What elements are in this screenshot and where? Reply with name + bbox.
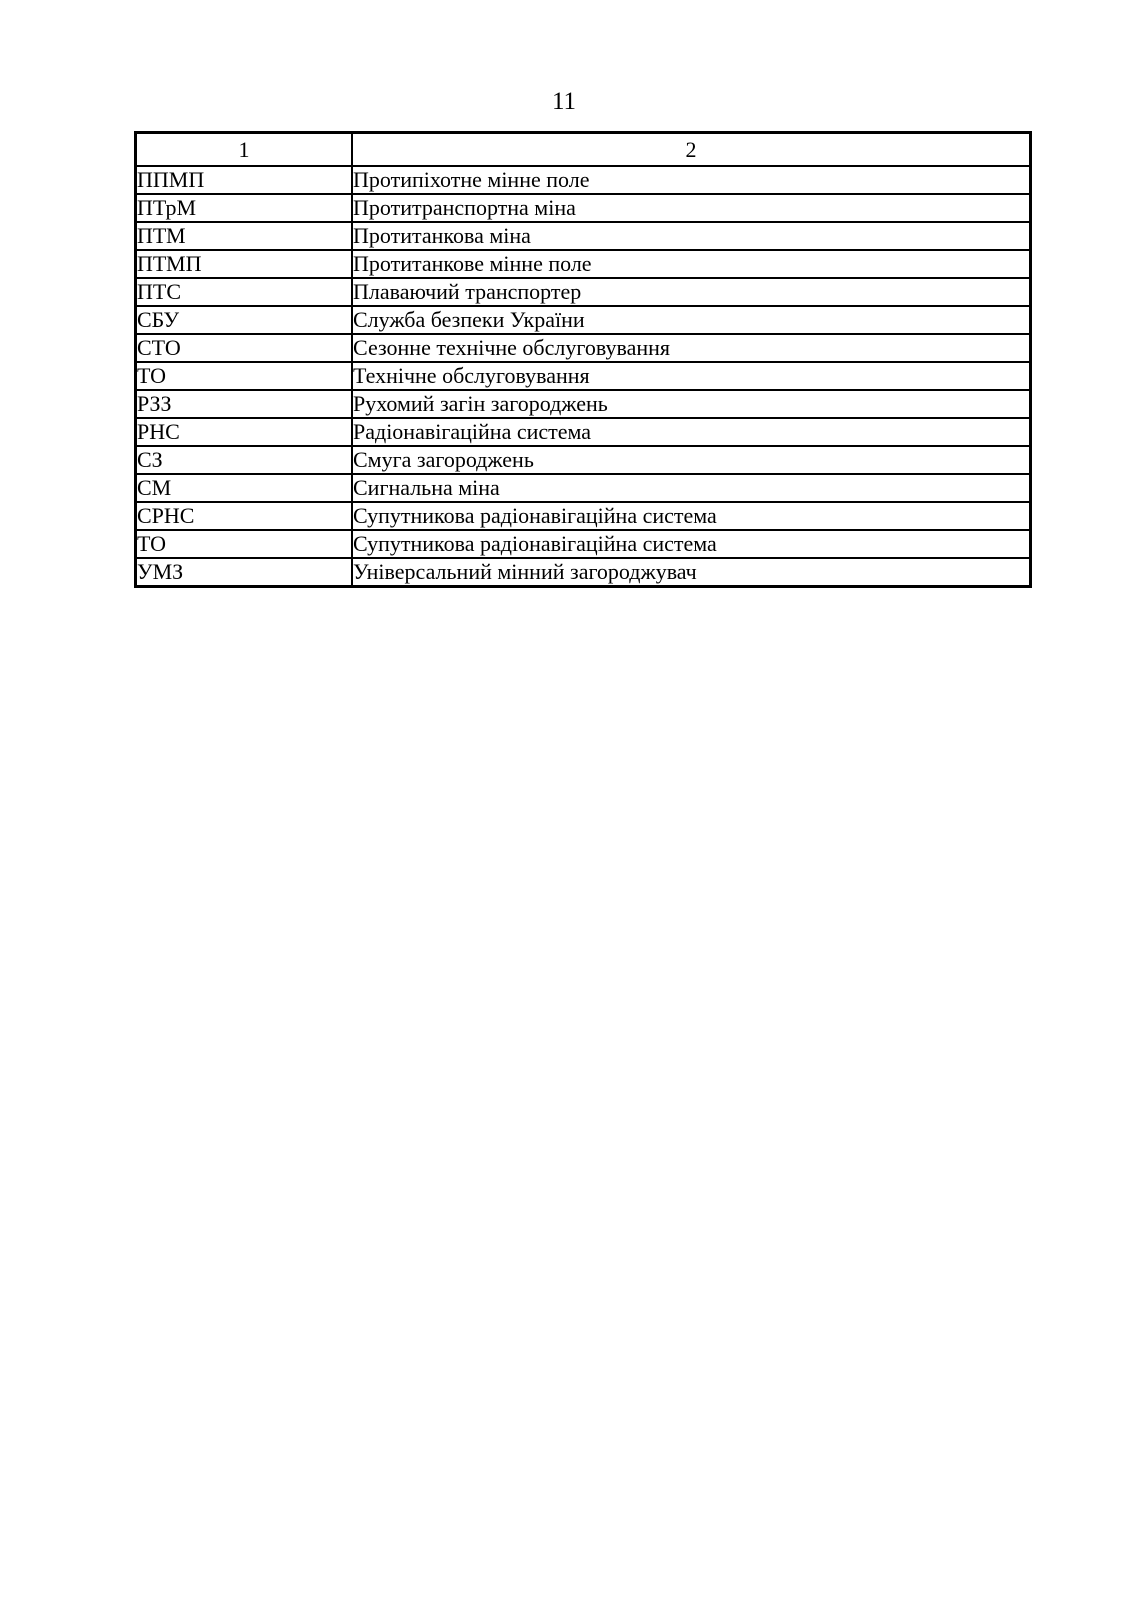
table-row: ТО Технічне обслуговування [134,361,1032,391]
abbreviation-cell: СЗ [134,445,353,475]
abbreviation-cell: ПТрМ [134,193,353,223]
abbreviation-cell: СТО [134,333,353,363]
abbreviation-table-body: ППМП Протипіхотне мінне поле ПТрМ Протитран… [134,165,1032,588]
table-row: СЗ Смуга загороджень [134,445,1032,475]
meaning-cell: Сигнальна міна [351,473,1032,503]
meaning-cell: Супутникова радіонавігаційна система [351,501,1032,531]
meaning-cell: Протитанкове мінне поле [351,249,1032,279]
meaning-cell: Сезонне технічне обслуговування [351,333,1032,363]
table-row: ПТС Плаваючий транспортер [134,277,1032,307]
abbreviation-cell: ТО [134,529,353,559]
page-number: 11 [551,88,577,115]
meaning-cell: Супутникова радіонавігаційна система [351,529,1032,559]
abbreviation-cell: ПТМП [134,249,353,279]
abbreviation-cell: СБУ [134,305,353,335]
table-row: ПТрМ Протитранспортна міна [134,193,1032,223]
column-header-2: 2 [351,131,1032,167]
abbreviation-cell: РЗЗ [134,389,353,419]
table-row: СМ Сигнальна міна [134,473,1032,503]
meaning-cell: Плаваючий транспортер [351,277,1032,307]
table-row: СБУ Служба безпеки України [134,305,1032,335]
table-row: ПТМП Протитанкове мінне поле [134,249,1032,279]
abbreviation-cell: ТО [134,361,353,391]
meaning-cell: Рухомий загін загороджень [351,389,1032,419]
meaning-cell: Радіонавігаційна система [351,417,1032,447]
table-row: РНС Радіонавігаційна система [134,417,1032,447]
meaning-cell: Універсальний мінний загороджувач [351,557,1032,588]
table-row: РЗЗ Рухомий загін загороджень [134,389,1032,419]
meaning-cell: Протитанкова міна [351,221,1032,251]
abbreviation-cell: ППМП [134,165,353,195]
table-row: СТО Сезонне технічне обслуговування [134,333,1032,363]
abbreviation-cell: ПТМ [134,221,353,251]
meaning-cell: Протитранспортна міна [351,193,1032,223]
table-row: ТО Супутникова радіонавігаційна система [134,529,1032,559]
abbreviation-cell: ПТС [134,277,353,307]
abbreviation-cell: СМ [134,473,353,503]
abbreviation-cell: СРНС [134,501,353,531]
column-header-1: 1 [134,131,353,167]
table-row: ПТМ Протитанкова міна [134,221,1032,251]
table-row: УМЗ Універсальний мінний загороджувач [134,557,1032,588]
abbreviation-cell: РНС [134,417,353,447]
abbreviation-table-head: 1 2 [134,131,1032,167]
meaning-cell: Технічне обслуговування [351,361,1032,391]
meaning-cell: Смуга загороджень [351,445,1032,475]
table-row: СРНС Супутникова радіонавігаційна система [134,501,1032,531]
abbreviation-table: 1 2 ППМП Протипіхотне мінне поле ПТрМ Проти… [134,131,1032,588]
table-header-row: 1 2 [134,131,1032,167]
meaning-cell: Служба безпеки України [351,305,1032,335]
meaning-cell: Протипіхотне мінне поле [351,165,1032,195]
table-row: ППМП Протипіхотне мінне поле [134,165,1032,195]
abbreviation-cell: УМЗ [134,557,353,588]
